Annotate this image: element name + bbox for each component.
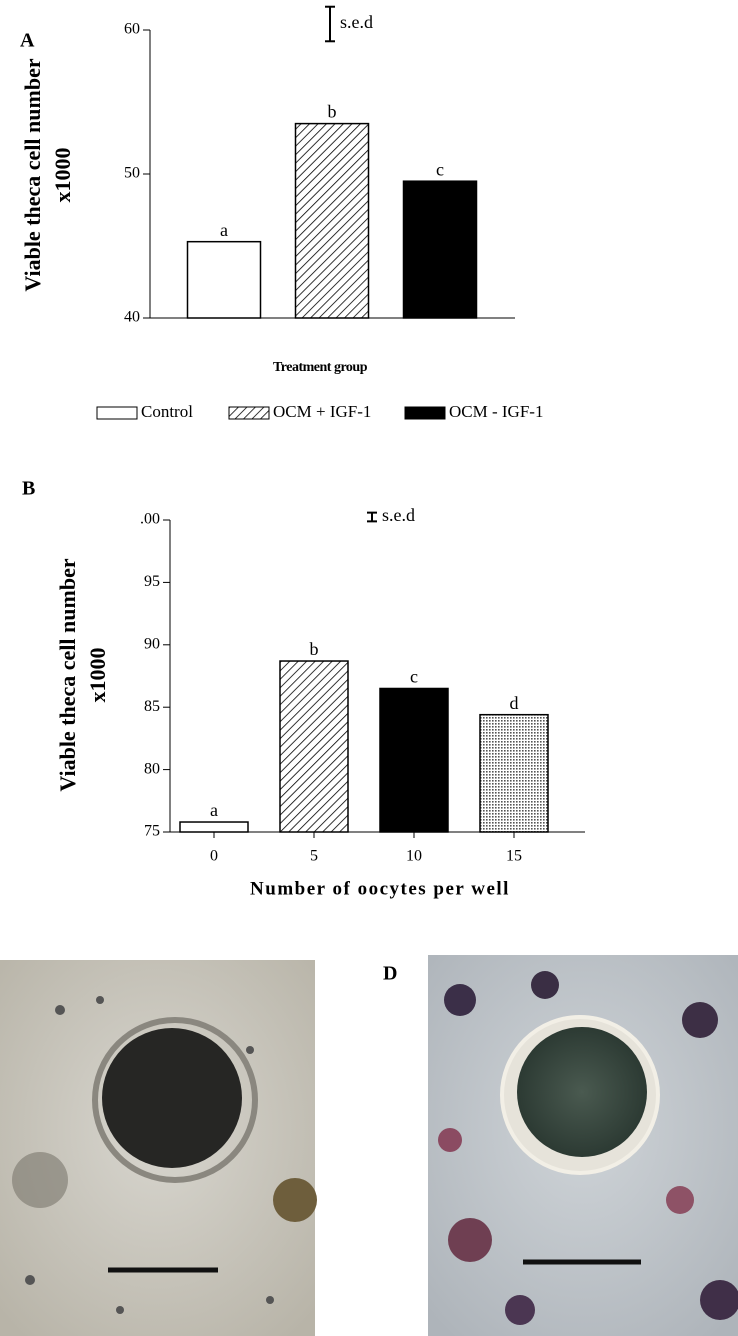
legend-swatch — [228, 406, 270, 420]
bar-letter: c — [436, 159, 444, 179]
y-tick-label: 90 — [144, 635, 160, 652]
x-tick-label: 15 — [506, 848, 522, 865]
sed-label: s.e.d — [340, 12, 373, 32]
y-axis-label: Viable theca cell number — [55, 558, 80, 791]
y-tick-label: 40 — [124, 309, 140, 326]
x-tick-label: 5 — [310, 848, 318, 865]
bar-letter: c — [410, 667, 418, 687]
y-tick-label: .00 — [140, 511, 160, 528]
x-tick-label: 10 — [406, 848, 422, 865]
legend-label: OCM + IGF-1 — [273, 402, 371, 421]
y-tick-label: 80 — [144, 760, 160, 777]
x-axis-label: Number of oocytes per well — [250, 878, 510, 899]
legend-swatch — [404, 406, 446, 420]
bar — [279, 660, 349, 833]
sed-bar — [367, 511, 377, 523]
bar — [402, 180, 478, 319]
bar-letter: a — [210, 800, 218, 820]
legend-swatch — [96, 406, 138, 420]
y-axis-label: x1000 — [50, 148, 75, 203]
bar — [379, 687, 449, 833]
bar — [294, 122, 370, 319]
sed-bar — [325, 5, 335, 43]
panel-label: D — [383, 963, 397, 985]
panel-label: B — [22, 478, 35, 500]
x-axis-label: Treatment group — [273, 360, 368, 375]
y-axis-label: Viable theca cell number — [20, 58, 45, 291]
bar-letter: b — [328, 102, 337, 122]
legend-label: OCM - IGF-1 — [449, 402, 543, 421]
y-tick-label: 50 — [124, 165, 140, 182]
x-tick-label: 0 — [210, 848, 218, 865]
bar — [479, 713, 549, 833]
bar — [186, 240, 262, 319]
y-tick-label: 95 — [144, 573, 160, 590]
y-axis-label: x1000 — [85, 648, 110, 703]
micrograph-c — [0, 960, 317, 1336]
legend-label: Control — [141, 402, 193, 421]
sed-label: s.e.d — [382, 505, 415, 525]
y-tick-label: 85 — [144, 698, 160, 715]
panel-label: A — [20, 30, 35, 52]
bar-letter: d — [510, 693, 519, 713]
bar-chart: A 40 50 60 Viable theca cell number x1000 Trea… — [20, 5, 543, 421]
bar-chart: B 75 80 85 90 95 .00 Viable theca cell number x1… — [22, 478, 585, 899]
bar-letter: b — [310, 639, 319, 659]
y-tick-label: 60 — [124, 21, 140, 38]
bar — [179, 821, 249, 833]
micrograph-d — [428, 955, 738, 1336]
bar-letter: a — [220, 220, 228, 240]
y-tick-label: 75 — [144, 823, 160, 840]
